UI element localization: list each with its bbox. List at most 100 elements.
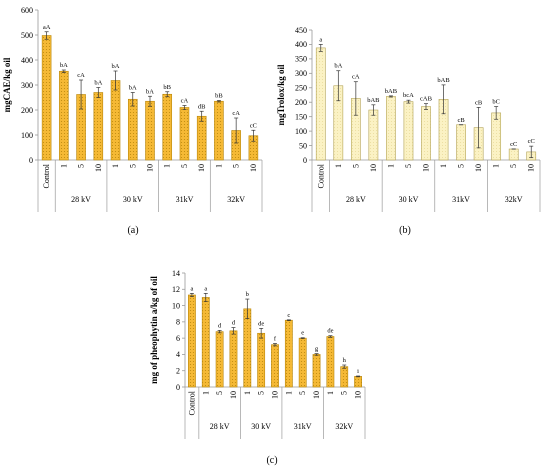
bar [162,93,173,161]
bar [145,100,155,161]
bar [368,109,379,161]
significance-label: cA [232,110,240,117]
x-tick-label: 5 [180,164,189,168]
x-tick-label: 10 [369,164,378,172]
x-tick-label: 10 [271,391,280,399]
y-tick-label: 300 [21,81,33,90]
x-tick-label: 1 [214,164,223,168]
bar [257,332,266,388]
chart-panel-b: 0 50 100 150 200 250 300 350 400 450 mgTrolox/kg o… [276,26,541,236]
significance-label: f [274,335,277,342]
y-axis-label: mg of pheophytin a/kg of oil [149,276,159,384]
bar [127,98,138,161]
x-tick-label: 5 [77,164,86,168]
x-tick-label: 5 [298,391,307,395]
bar [59,70,69,161]
significance-label: bB [163,84,171,91]
significance-label: cAB [420,96,433,103]
y-tick-label: 12 [172,285,180,294]
x-tick-label: 5 [351,164,360,168]
bar [354,376,362,388]
x-tick-label: 5 [404,164,413,168]
panel-caption: (b) [399,225,411,236]
bar [214,100,224,161]
bar [340,366,349,388]
bar [491,112,502,161]
x-tick-label: 1 [163,164,172,168]
x-tick-label: 5 [232,164,241,168]
bar [243,308,252,388]
x-tick-label: Control [42,163,51,188]
group-label: 31kV [294,422,312,431]
y-tick-label: 14 [172,269,180,278]
bar [508,148,519,161]
x-tick-label: 1 [59,164,68,168]
y-tick-label: 0 [303,156,307,165]
bar [315,47,326,161]
x-tick-label: 1 [386,164,395,168]
x-tick-label: 10 [474,164,483,172]
group-label: 32kV [227,195,245,204]
bar [326,336,335,388]
significance-label: bA [60,62,68,69]
significance-label: bAB [437,77,450,84]
panel-caption: (c) [266,455,277,466]
y-tick-label: 0 [176,383,180,392]
panel-caption: (a) [127,225,138,236]
significance-label: cB [457,117,465,124]
significance-label: d [218,322,222,329]
group-label: 31kV [452,195,470,204]
significance-label: i [357,368,359,375]
y-tick-label: 6 [176,334,180,343]
x-tick-label: 1 [326,391,335,395]
group-label: 28 kV [346,195,366,204]
x-tick-label: 1 [439,164,448,168]
significance-label: cA [181,98,189,105]
y-tick-label: 8 [176,318,180,327]
bar [196,115,207,161]
significance-label: bA [129,85,137,92]
group-label: 32kV [505,195,523,204]
bar [403,101,414,161]
y-tick-label: 400 [295,40,307,49]
y-tick-label: 600 [21,6,33,15]
bar [271,344,279,388]
significance-label: cB [475,99,483,106]
significance-label: b [246,291,249,298]
y-tick-label: 400 [21,56,33,65]
x-tick-label: 10 [422,164,431,172]
significance-label: cC [510,141,517,148]
y-tick-label: 500 [21,31,33,40]
bar [201,297,210,388]
significance-label: d [232,320,236,327]
y-tick-label: 0 [29,156,33,165]
y-tick-label: 150 [295,112,307,121]
y-tick-label: 300 [295,69,307,78]
x-tick-label: 10 [94,164,103,172]
y-tick-label: 100 [295,127,307,136]
significance-label: de [327,328,333,335]
significance-label: g [315,346,319,353]
significance-label: bA [94,80,102,87]
bar [188,294,196,388]
x-tick-label: 5 [340,391,349,395]
bar [456,124,466,161]
x-tick-label: Control [316,163,325,188]
y-tick-label: 200 [295,98,307,107]
x-tick-label: 1 [492,164,501,168]
y-tick-label: 50 [299,141,307,150]
y-tick-label: 250 [295,84,307,93]
bar [386,96,396,161]
y-tick-label: 100 [21,131,33,140]
significance-label: h [343,357,347,364]
x-tick-label: 1 [334,164,343,168]
x-tick-label: 10 [249,164,258,172]
x-tick-label: 5 [128,164,137,168]
group-label: 30 kV [399,195,419,204]
bar [421,106,431,161]
chart-panel-c: 0 2 4 6 8 10 12 14 mg of pheophytin a/kg of oil a… [149,269,366,466]
group-label: 30 kV [251,422,271,431]
y-tick-label: 10 [172,301,180,310]
x-tick-label: 1 [111,164,120,168]
bar [298,337,307,388]
